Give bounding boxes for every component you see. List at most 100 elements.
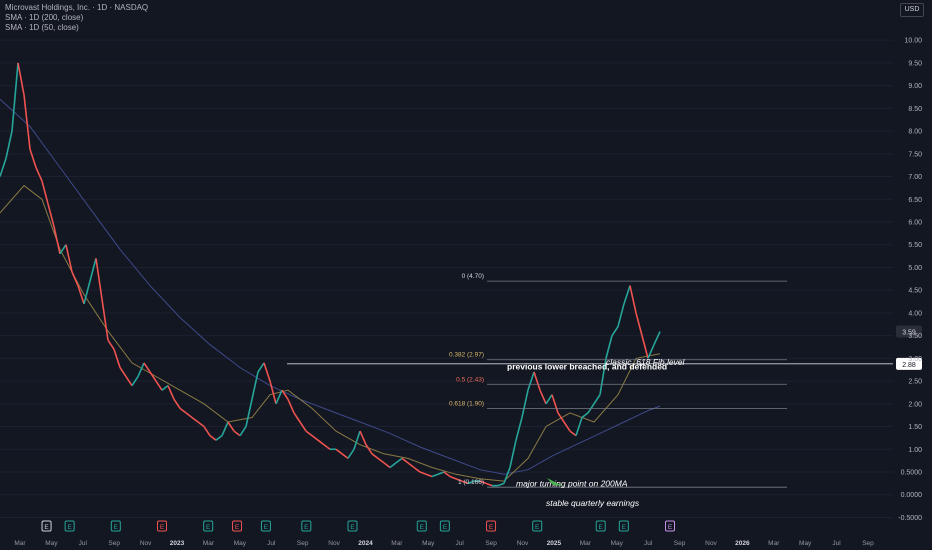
price-segment-36: [209, 434, 217, 441]
price-segment-81: [479, 480, 487, 485]
earnings-event-10[interactable]: [439, 520, 450, 532]
earnings-event-15[interactable]: [665, 520, 675, 532]
fib-label-0.382: 0.382 (2.97): [449, 352, 484, 359]
price-segment-39: [227, 421, 235, 432]
price-segment-46: [269, 380, 277, 405]
earnings-event-14[interactable]: [618, 520, 629, 532]
earnings-event-3[interactable]: [157, 520, 167, 532]
earnings-event-label-5: E: [235, 524, 240, 531]
price-segment-29: [167, 385, 175, 400]
y-tick-label-1: 9.50: [908, 60, 922, 67]
horizontal-line-layer[interactable]: 2.88 3.59: [287, 325, 922, 370]
price-segment-23: [131, 376, 139, 387]
x-tick-label-18: Mar: [580, 540, 592, 547]
sma-50-layer: [0, 184, 661, 482]
earnings-event-13[interactable]: [595, 520, 606, 532]
x-tick-label-1: May: [45, 540, 58, 547]
price-segment-7: [35, 167, 43, 182]
price-segment-38: [221, 421, 229, 436]
price-segment-5: [23, 94, 31, 150]
price-segment-9: [47, 203, 55, 227]
price-segment-6: [29, 149, 37, 168]
price-segment-53: [311, 434, 319, 441]
price-segment-96: [569, 430, 577, 437]
x-tick-label-8: Jul: [267, 540, 276, 547]
annotation-3[interactable]: stable quarterly earnings: [546, 498, 640, 508]
time-axis[interactable]: Mar May Jul Sep Nov 2023 Mar May Jul Sep Nov 2024 Ma…: [14, 540, 874, 547]
price-segment-105: [623, 285, 631, 305]
price-segment-49: [287, 398, 295, 414]
price-segment-62: [365, 444, 373, 455]
price-segment-31: [179, 407, 187, 414]
price-segment-101: [599, 358, 607, 395]
price-segment-17: [95, 258, 103, 300]
earnings-event-12[interactable]: [532, 520, 543, 532]
support-price-label: 2.88: [902, 362, 916, 369]
price-segment-64: [377, 457, 385, 464]
annotation-0[interactable]: previous lower breached, and defended: [507, 362, 667, 372]
annotations[interactable]: previous lower breached, and defendedcla…: [507, 357, 686, 508]
earnings-event-11[interactable]: [486, 520, 497, 532]
earnings-event-2[interactable]: [110, 520, 121, 532]
price-segment-10: [53, 226, 61, 254]
annotation-1[interactable]: classic .618 Fib level: [606, 357, 686, 367]
earnings-event-6[interactable]: [260, 520, 271, 532]
x-tick-label-25: May: [799, 540, 812, 547]
fib-retracement[interactable]: 0 (4.70) 0.382 (2.97) 0.5 (2.43) 0.618 (1.9…: [449, 273, 787, 488]
price-segment-26: [149, 371, 157, 382]
price-segment-78: [461, 480, 469, 485]
earnings-event-1[interactable]: [64, 520, 75, 532]
earnings-event-8[interactable]: [347, 520, 358, 532]
price-segment-12: [65, 244, 73, 273]
price-segment-20: [113, 349, 121, 368]
price-segment-108: [641, 335, 649, 359]
price-axis[interactable]: 10.00 9.50 9.00 8.50 8.00 7.50 7.00 6.50 6.00 5.5…: [898, 38, 922, 522]
earnings-event-7[interactable]: [301, 520, 312, 532]
price-segment-107: [635, 312, 643, 336]
y-tick-label-16: 2.00: [908, 401, 922, 408]
earnings-event-5[interactable]: [232, 520, 243, 532]
indicator-sma-200[interactable]: SMA · 1D (200, close): [5, 13, 84, 22]
y-tick-label-11: 4.50: [908, 288, 922, 295]
price-segment-100: [593, 394, 601, 405]
y-tick-label-2: 9.00: [908, 83, 922, 90]
x-tick-label-16: Nov: [517, 540, 529, 547]
price-segment-4: [17, 62, 25, 95]
price-segment-18: [101, 299, 109, 341]
y-tick-label-12: 4.00: [908, 310, 922, 317]
y-tick-label-21: -0.5000: [898, 515, 922, 522]
y-tick-label-4: 8.00: [908, 129, 922, 136]
earnings-event-9[interactable]: [416, 520, 427, 532]
annotation-2[interactable]: major turning point on 200MA: [516, 479, 628, 489]
x-tick-label-17: 2025: [547, 540, 562, 547]
price-segment-109: [647, 344, 655, 359]
support-price-tag[interactable]: [896, 357, 922, 370]
price-segment-15: [83, 280, 91, 305]
price-segment-86: [509, 440, 517, 468]
price-segment-14: [77, 285, 85, 305]
price-segment-21: [119, 367, 127, 377]
symbol-title[interactable]: Microvast Holdings, Inc. · 1D · NASDAQ: [5, 3, 149, 12]
x-tick-label-2: Jul: [79, 540, 88, 547]
currency-button[interactable]: USD: [900, 3, 924, 17]
earnings-event-4[interactable]: [203, 520, 214, 532]
sma-200-layer: [0, 98, 661, 475]
x-tick-label-19: May: [611, 540, 624, 547]
price-segment-2: [5, 130, 13, 159]
y-tick-label-18: 1.00: [908, 447, 922, 454]
x-tick-label-7: May: [234, 540, 247, 547]
earnings-event-0[interactable]: [41, 520, 52, 532]
y-tick-label-10: 5.00: [908, 265, 922, 272]
price-segment-8: [41, 180, 49, 205]
price-segment-63: [371, 453, 379, 460]
y-tick-label-14: 3.00: [908, 356, 922, 363]
price-segment-16: [89, 258, 97, 282]
last-price-tag[interactable]: [896, 325, 922, 338]
price-segment-33: [191, 416, 199, 423]
indicator-sma-50[interactable]: SMA · 1D (50, close): [5, 23, 79, 32]
price-segment-75: [443, 471, 451, 478]
price-segment-82: [485, 482, 493, 487]
price-segment-60: [353, 430, 361, 450]
